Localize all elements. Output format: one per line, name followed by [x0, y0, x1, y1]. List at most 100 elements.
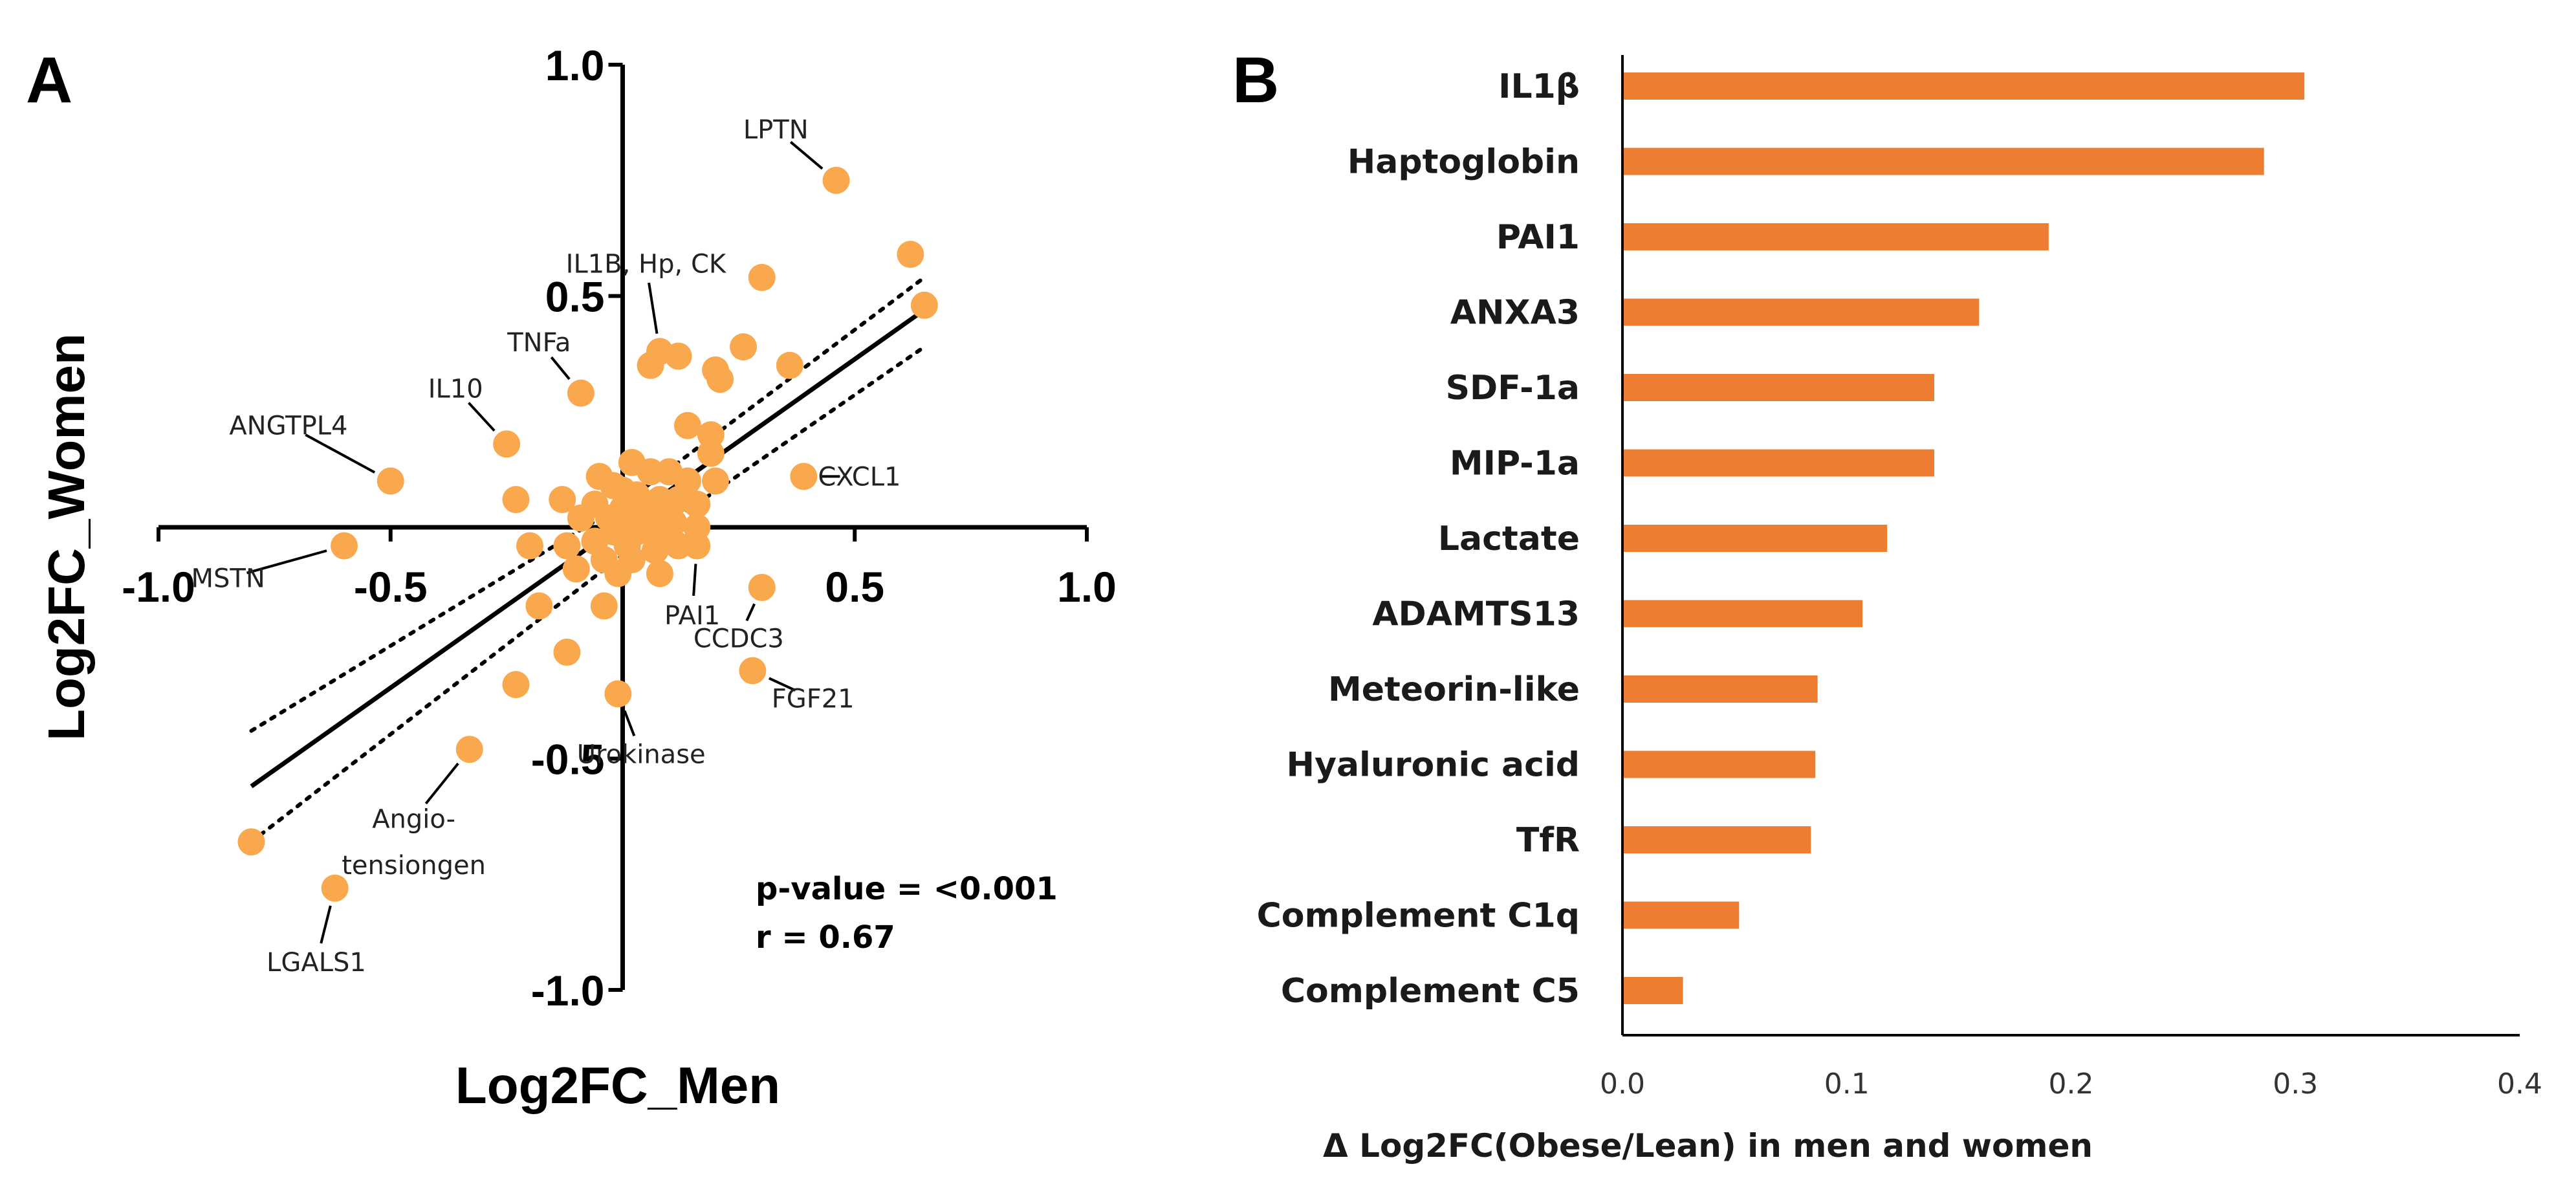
scatter-point: [739, 657, 767, 685]
annotation-leader-line: [320, 905, 332, 944]
annotation-leader-line: [745, 603, 756, 622]
bar: [1622, 148, 2264, 175]
bar-category-label: Meteorin-like: [1328, 670, 1580, 709]
bar-x-axis-title: Δ Log2FC(Obese/Lean) in men and women: [1323, 1127, 2093, 1165]
bar-category-label: ANXA3: [1450, 294, 1580, 333]
bar: [1622, 223, 2049, 250]
panel-a-scatter: A -1.0 -0.5 0.5 1.0 1.0 0.5 -0.5 -1.0 LPTN IL1B,…: [26, 41, 1117, 1114]
scatter-point: [562, 555, 590, 583]
scatter-point: [237, 828, 265, 856]
annotation-label: TNFa: [507, 328, 571, 358]
bar-category-label: Lactate: [1438, 520, 1580, 558]
bar-category-label: Complement C5: [1281, 972, 1580, 1011]
annotation-label: CCDC3: [693, 624, 784, 654]
panel-b-bar-chart: B IL1β Haptoglobin PAI1 ANXA3 SDF-1a MIP-1a La…: [1232, 44, 2542, 1165]
scatter-point: [897, 241, 924, 269]
bar: [1622, 72, 2305, 100]
scatter-point: [697, 439, 725, 467]
bar-x-tick-label: 0.3: [2273, 1068, 2318, 1101]
scatter-point: [377, 467, 404, 495]
scatter-annotations: LPTN IL1B, Hp, CK TNFa IL10 ANGTPL4 CXCL1 MSTN…: [191, 115, 901, 978]
bar: [1622, 977, 1683, 1004]
annotation-label: PAI1: [664, 601, 720, 631]
annotation-label: LPTN: [743, 115, 809, 145]
scatter-point: [637, 351, 664, 379]
bar-x-tick-label: 0.4: [2497, 1068, 2542, 1101]
bar-category-labels: IL1β Haptoglobin PAI1 ANXA3 SDF-1a MIP-1a Lact…: [1257, 67, 1580, 1011]
scatter-x-axis-title: Log2FC_Men: [455, 1057, 780, 1114]
scatter-point: [549, 486, 576, 514]
scatter-point: [790, 463, 818, 490]
scatter-x-tick-label: 0.5: [825, 563, 884, 611]
bar: [1622, 901, 1740, 929]
scatter-point: [683, 490, 711, 518]
scatter-points: [237, 166, 938, 902]
scatter-point: [493, 430, 521, 458]
scatter-point: [590, 592, 618, 620]
scatter-point: [502, 671, 530, 699]
annotation-leader-line: [246, 549, 327, 575]
bar-category-label: MIP-1a: [1450, 444, 1580, 483]
bar-category-label: SDF-1a: [1446, 369, 1580, 408]
bar-x-tick-label: 0.2: [2049, 1068, 2094, 1101]
scatter-point: [776, 351, 803, 379]
scatter-x-tick-label: 1.0: [1057, 563, 1117, 611]
bar: [1622, 449, 1934, 477]
annotation-leader-line: [789, 140, 824, 170]
scatter-point: [567, 379, 595, 407]
scatter-point: [673, 411, 701, 439]
bar-series: [1622, 72, 2305, 1004]
annotation-label: Angio-: [372, 804, 455, 834]
scatter-point: [516, 532, 543, 560]
annotation-leader-line: [424, 762, 459, 805]
scatter-point: [683, 532, 711, 560]
bar: [1622, 826, 1811, 853]
bar-category-label: Hyaluronic acid: [1287, 746, 1580, 785]
scatter-point: [567, 504, 595, 532]
scatter-y-tick-label: 0.5: [545, 273, 605, 321]
bar-category-label: Complement C1q: [1257, 897, 1580, 936]
annotation-label: MSTN: [191, 564, 265, 594]
bar: [1622, 600, 1863, 628]
annotation-label: LGALS1: [267, 948, 366, 978]
annotation-leader-line: [692, 564, 697, 597]
annotation-label: FGF21: [772, 685, 855, 714]
scatter-point: [455, 736, 483, 763]
bar-axes: [1621, 55, 2520, 1036]
scatter-point: [321, 874, 349, 902]
annotation-label: ANGTPL4: [229, 411, 347, 441]
scatter-point: [331, 532, 358, 560]
annotation-leader-line: [648, 282, 659, 334]
scatter-x-tick-label: -0.5: [354, 563, 428, 611]
scatter-point: [706, 366, 734, 393]
scatter-y-axis-title: Log2FC_Women: [38, 333, 95, 741]
scatter-point: [604, 680, 632, 708]
scatter-point: [664, 342, 692, 370]
annotation-leader-line: [550, 356, 571, 380]
bar-x-tick-label: 0.0: [1600, 1068, 1645, 1101]
annotation-leader-line: [769, 677, 796, 692]
scatter-point: [641, 536, 669, 564]
bar: [1622, 298, 1980, 326]
annotation-leader-line: [468, 402, 496, 432]
bar-x-tick-label: 0.1: [1824, 1068, 1870, 1101]
bar-category-label: ADAMTS13: [1372, 595, 1580, 634]
annotation-label: IL1B, Hp, CK: [566, 249, 727, 279]
bar: [1622, 525, 1888, 552]
scatter-y-tick-label: -0.5: [531, 736, 605, 784]
panel-a-letter: A: [26, 44, 72, 116]
scatter-point: [748, 263, 776, 291]
scatter-point: [553, 639, 581, 666]
bar: [1622, 751, 1816, 778]
annotation-label: IL10: [428, 375, 483, 404]
scatter-point: [664, 532, 692, 560]
scatter-point: [822, 166, 850, 194]
bar-tick-labels: 0.0 0.1 0.2 0.3 0.4: [1600, 1068, 2542, 1101]
scatter-point: [910, 291, 938, 319]
annotation-label: Urokinase: [577, 740, 706, 769]
panel-b-letter: B: [1232, 44, 1279, 116]
bar-category-label: TfR: [1516, 821, 1580, 860]
annotation-leader-line: [305, 433, 376, 474]
